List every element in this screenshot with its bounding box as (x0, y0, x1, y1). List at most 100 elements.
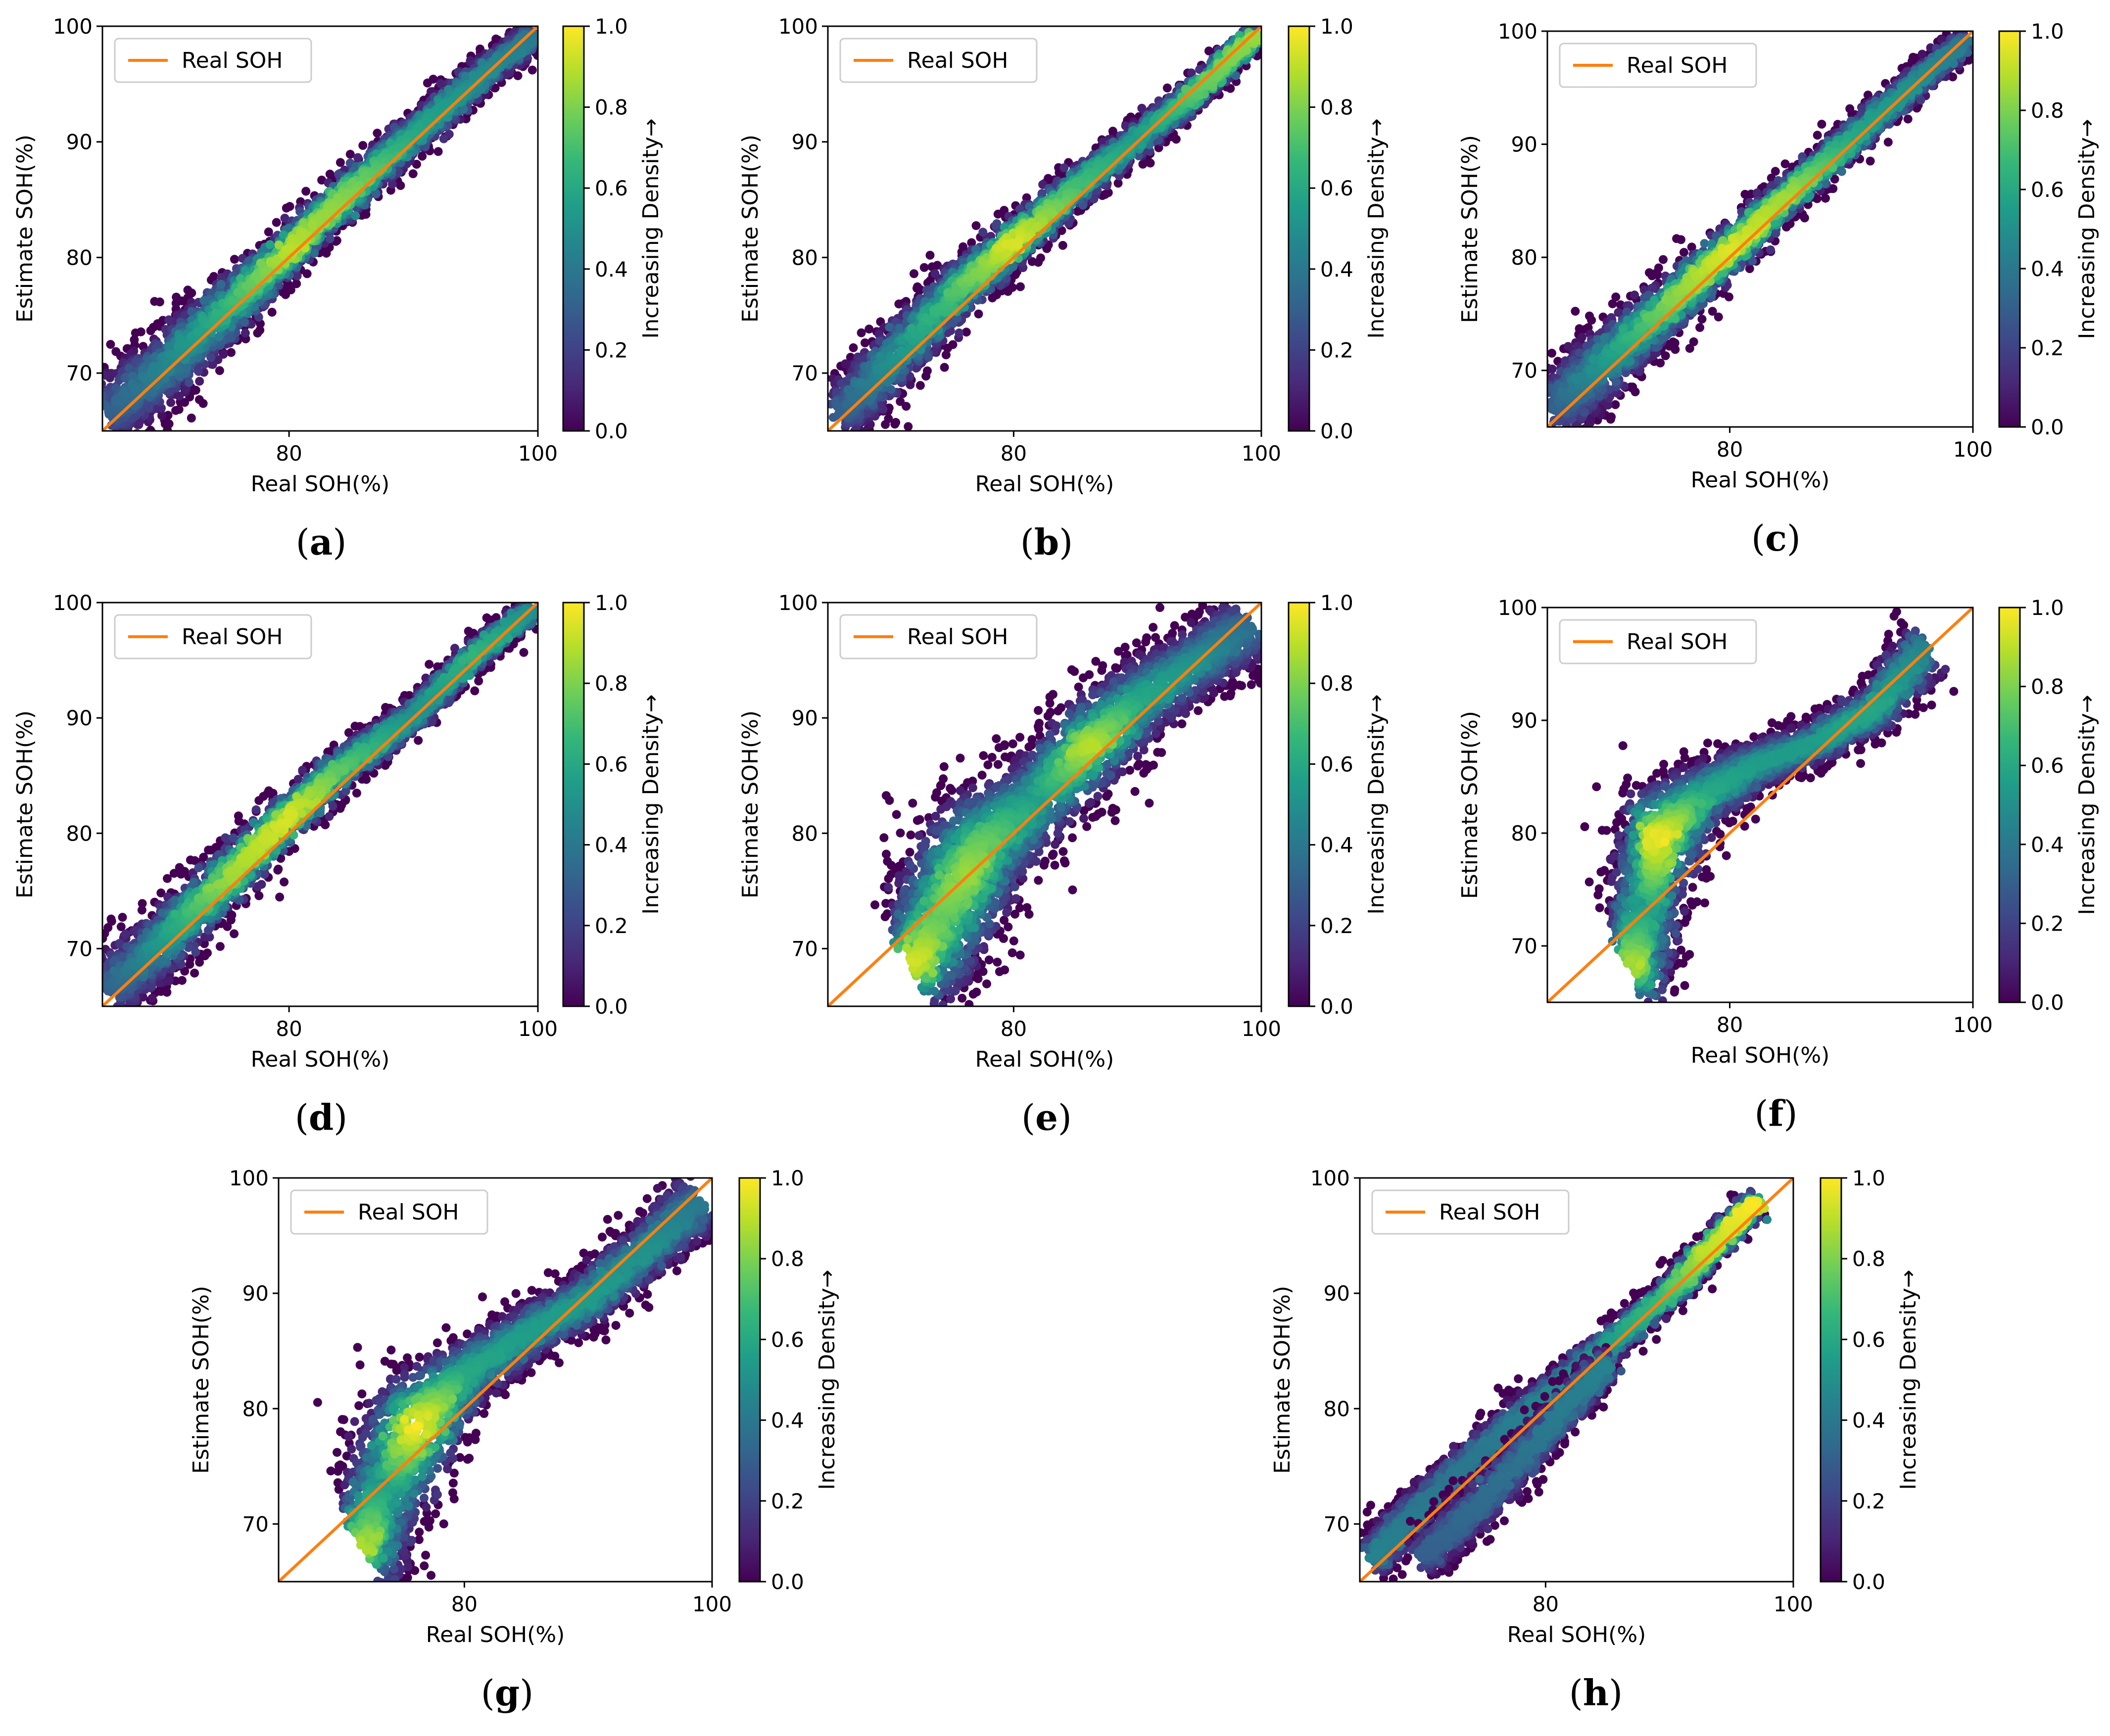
scatter-point (1103, 188, 1113, 197)
scatter-point (459, 104, 468, 114)
scatter-point (187, 414, 196, 422)
scatter-point (1098, 138, 1107, 147)
scatter-point (164, 342, 173, 351)
scatter-point (903, 331, 912, 341)
scatter-point (818, 367, 827, 375)
scatter-point (310, 248, 319, 258)
scatter-point (1204, 47, 1213, 55)
scatter-point (194, 395, 204, 404)
scatter-point (961, 328, 971, 337)
scatter-point (816, 386, 825, 395)
scatter-point (861, 338, 869, 347)
y-axis-label: Estimate SOH(%) (12, 135, 38, 323)
density-scatter-points (816, 26, 1261, 460)
scatter-point (1187, 68, 1196, 78)
scatter-point (199, 296, 209, 305)
scatter-point (873, 451, 882, 460)
scatter-point (129, 430, 132, 431)
scatter-point (948, 340, 958, 349)
scatter-point (992, 219, 1002, 228)
ideal-line-real-soh (102, 26, 538, 431)
scatter-point (408, 169, 418, 179)
scatter-point (211, 308, 221, 318)
x-tick-label: 100 (518, 441, 558, 466)
colorbar-tick-label: 0.8 (595, 95, 628, 120)
scatter-point (476, 85, 485, 94)
scatter-point (896, 397, 905, 406)
scatter-point (902, 402, 911, 411)
scatter-point (940, 363, 949, 372)
scatter-point (1146, 158, 1155, 168)
scatter-point (240, 328, 250, 338)
scatter-point (236, 274, 245, 283)
plot-frame (101, 25, 539, 432)
scatter-point (209, 272, 219, 281)
scatter-point (489, 69, 498, 79)
scatter-point (1036, 253, 1045, 263)
scatter-point (527, 39, 536, 48)
scatter-point (215, 366, 224, 375)
scatter-point (439, 134, 448, 143)
scatter-point (104, 405, 113, 414)
scatter-point (264, 227, 273, 236)
scatter-point (178, 338, 187, 348)
panel-label: (a) (296, 521, 347, 563)
scatter-point (876, 436, 885, 445)
scatter-point (885, 323, 894, 332)
scatter-point (436, 79, 445, 88)
scatter-point (849, 343, 858, 352)
scatter-point (121, 444, 130, 453)
scatter-point (1022, 193, 1031, 202)
scatter-point (1058, 170, 1068, 179)
scatter-point (351, 211, 360, 221)
scatter-point (971, 221, 981, 231)
scatter-point (106, 340, 115, 349)
scatter-point (1113, 179, 1123, 188)
scatter-point (933, 261, 942, 270)
scatter-point (967, 238, 976, 247)
colorbar-tick-label: 0.2 (595, 338, 628, 362)
colorbar-tick-label: 0.6 (595, 176, 628, 200)
scatter-point (130, 431, 139, 440)
scatter-point (292, 279, 301, 288)
scatter-point (118, 437, 127, 446)
scatter-point (930, 269, 940, 279)
scatter-point (923, 366, 932, 375)
scatter-point (325, 234, 335, 243)
scatter-point (93, 392, 102, 401)
scatter-point (904, 422, 913, 431)
scatter-point (138, 366, 147, 375)
scatter-point (225, 333, 234, 342)
scatter-point (857, 378, 866, 388)
scatter-point (119, 387, 129, 396)
scatter-point (183, 285, 192, 295)
scatter-point (832, 402, 842, 411)
scatter-point (255, 326, 265, 335)
scatter-point (342, 188, 352, 197)
scatter-point (165, 387, 174, 397)
scatter-point (288, 234, 297, 243)
scatter-point (906, 380, 915, 389)
scatter-point (361, 210, 371, 219)
scatter-point (296, 231, 305, 240)
scatter-point (1044, 174, 1053, 183)
scatter-point (119, 436, 128, 445)
scatter-point (852, 435, 861, 444)
colorbar-label: Increasing Density→ (638, 118, 664, 338)
scatter-point (214, 332, 224, 341)
scatter-point (890, 354, 900, 363)
scatter-point (128, 379, 137, 388)
legend-box (114, 38, 312, 83)
scatter-point (864, 363, 874, 373)
scatter-point (162, 356, 171, 366)
x-axis-label: Real SOH(%) (251, 471, 390, 497)
scatter-point (195, 376, 204, 386)
scatter-point (886, 385, 896, 394)
scatter-point (864, 325, 874, 334)
scatter-point (157, 411, 166, 420)
scatter-point (941, 350, 951, 360)
scatter-point (228, 296, 237, 305)
scatter-point (135, 455, 144, 464)
